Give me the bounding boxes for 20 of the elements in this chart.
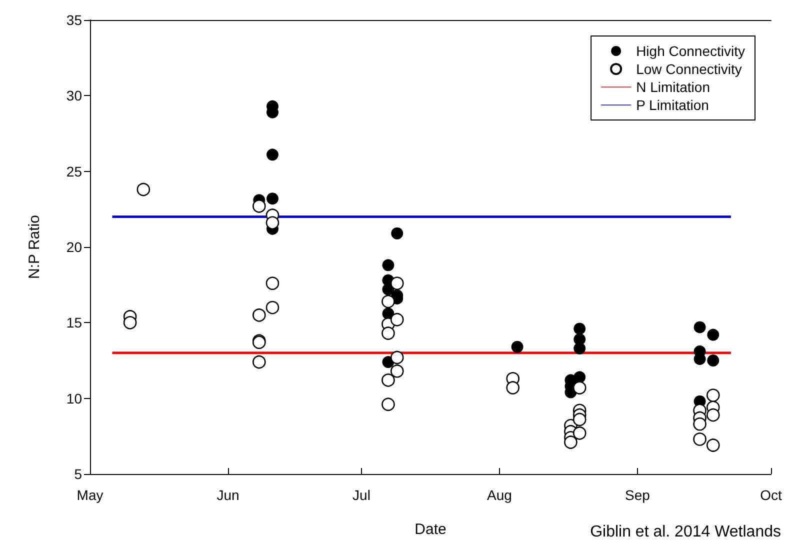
legend-label: Low Connectivity <box>636 61 742 77</box>
y-axis-title: N:P Ratio <box>26 215 43 279</box>
y-tick-label: 15 <box>66 314 82 331</box>
y-tick-label: 30 <box>66 88 82 104</box>
x-tick-label: Oct <box>760 487 782 503</box>
y-tick-label: 20 <box>66 239 82 255</box>
x-tick-label: Aug <box>487 487 512 503</box>
y-tick-label: 10 <box>66 390 82 406</box>
text: Giblin et al. 2014 Wetlands <box>590 524 782 540</box>
legend-label: High Connectivity <box>636 43 745 59</box>
x-tick-label: Jun <box>216 487 240 503</box>
legend-label: N Limitation <box>636 79 710 95</box>
legend-label: P Limitation <box>636 97 709 113</box>
y-tick-label: 25 <box>66 163 82 180</box>
x-tick-label: May <box>76 487 104 503</box>
y-tick-label: 35 <box>66 12 82 28</box>
x-tick-label: Sep <box>625 487 650 503</box>
x-axis-title: Date <box>414 521 446 538</box>
y-tick-label: 5 <box>74 466 82 482</box>
x-tick-label: Jul <box>352 487 370 503</box>
